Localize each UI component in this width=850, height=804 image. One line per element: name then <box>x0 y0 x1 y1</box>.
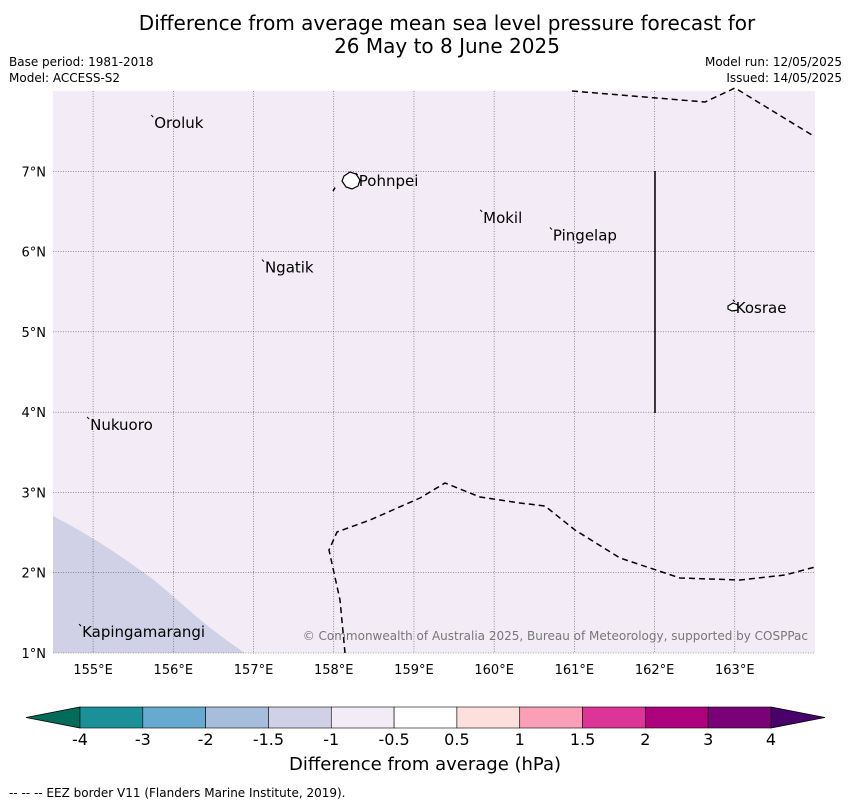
colorbar-label: Difference from average (hPa) <box>288 754 562 775</box>
place-label: Kapingamarangi <box>82 623 205 641</box>
lon-tick-label: 158°E <box>314 663 354 678</box>
pohnpei-island-outline <box>341 171 361 190</box>
colorbar-segment <box>205 706 269 729</box>
colorbar-tick-label: -1.5 <box>253 730 284 749</box>
colorbar-tick-label: 1.5 <box>570 730 595 749</box>
place-label: Oroluk <box>154 114 203 132</box>
pressure-anomaly-region-neg-1-5 <box>53 516 245 653</box>
place-label: Pohnpei <box>359 172 419 190</box>
place-marker <box>355 172 359 176</box>
map-title: Difference from average mean sea level p… <box>0 12 850 58</box>
place-marker <box>86 416 90 420</box>
map-panel: Oroluk Pohnpei Mokil Pingelap Ngatik Kosrae Nu… <box>22 87 816 678</box>
place-marker <box>78 623 82 627</box>
kosrae-island-outline <box>727 302 739 312</box>
model-name: Model: ACCESS-S2 <box>9 71 121 85</box>
place-label: Mokil <box>483 209 522 227</box>
map-background <box>53 91 815 653</box>
colorbar-segment <box>142 706 206 729</box>
colorbar-segment <box>393 706 458 729</box>
lat-tick-label: 2°N <box>22 567 47 582</box>
lon-tick-label: 157°E <box>234 663 274 678</box>
lat-tick-label: 3°N <box>22 486 47 501</box>
place-marker <box>549 227 553 230</box>
meta-left: Base period: 1981-2018 Model: ACCESS-S2 <box>9 54 154 86</box>
place-label: Pingelap <box>553 227 617 245</box>
place-label: Ngatik <box>265 259 314 277</box>
lon-tick-label: 161°E <box>555 663 595 678</box>
colorbar-segment <box>645 706 709 729</box>
colorbar-under-arrow <box>25 706 81 729</box>
model-run: Model run: 12/05/2025 <box>704 55 842 69</box>
meta-right: Model run: 12/05/2025 Issued: 14/05/2025 <box>705 54 842 86</box>
colorbar-tick-label: 2 <box>640 730 650 749</box>
lon-tick-label: 162°E <box>635 663 675 678</box>
colorbar: -4 -3 -2 -1.5 -1 -0.5 0.5 1 1.5 2 3 4 <box>25 706 826 749</box>
lon-tick-label: 155°E <box>73 663 113 678</box>
place-label: Nukuoro <box>90 416 153 434</box>
colorbar-segment <box>79 706 144 729</box>
colorbar-tick-label: -1 <box>323 730 339 749</box>
lon-tick-label: 160°E <box>474 663 514 678</box>
lon-tick-label: 156°E <box>154 663 194 678</box>
lat-tick-label: 1°N <box>22 647 47 662</box>
lat-tick-label: 4°N <box>22 406 47 421</box>
place-marker <box>732 299 736 303</box>
colorbar-tick-labels: -4 -3 -2 -1.5 -1 -0.5 0.5 1 1.5 2 3 4 <box>72 730 776 749</box>
graticule <box>53 91 815 654</box>
lon-tick-label: 159°E <box>394 663 434 678</box>
colorbar-segment <box>582 706 646 729</box>
colorbar-tick-label: -3 <box>135 730 151 749</box>
colorbar-segment <box>519 706 583 729</box>
colorbar-segment <box>707 706 772 729</box>
place-label: Kosrae <box>736 299 787 317</box>
colorbar-tick-label: 4 <box>766 730 776 749</box>
place-marker <box>150 114 154 118</box>
colorbar-tick-label: 0.5 <box>444 730 469 749</box>
issued-date: Issued: 14/05/2025 <box>726 71 842 85</box>
colorbar-tick-label: -4 <box>72 730 88 749</box>
lat-tick-label: 5°N <box>22 326 47 341</box>
place-marker <box>479 209 483 213</box>
colorbar-tick-label: -0.5 <box>378 730 409 749</box>
place-marker <box>261 259 265 262</box>
eez-border-pohnpei-fragment <box>332 185 337 192</box>
eez-border-south <box>328 482 816 654</box>
colorbar-segment <box>268 706 332 729</box>
lat-tick-label: 7°N <box>22 165 47 180</box>
colorbar-tick-label: 1 <box>515 730 525 749</box>
colorbar-tick-label: -2 <box>198 730 214 749</box>
eez-border-north <box>571 87 813 136</box>
place-labels: Oroluk Pohnpei Mokil Pingelap Ngatik Kosrae Nu… <box>78 114 787 641</box>
copyright-notice: © Commonwealth of Australia 2025, Bureau… <box>303 629 808 643</box>
colorbar-segment <box>330 706 395 729</box>
eez-legend-note: -- -- -- EEZ border V11 (Flanders Marine… <box>9 786 346 800</box>
colorbar-over-arrow <box>770 706 826 729</box>
axis-tick-labels: 155°E 156°E 157°E 158°E 159°E 160°E 161°E 162°E… <box>22 165 755 678</box>
lat-tick-label: 6°N <box>22 246 47 261</box>
map-title-line2: 26 May to 8 June 2025 <box>334 34 560 58</box>
colorbar-segments <box>25 706 826 729</box>
colorbar-tick-label: 3 <box>703 730 713 749</box>
base-period: Base period: 1981-2018 <box>9 55 154 69</box>
colorbar-segment <box>456 706 521 729</box>
lon-tick-label: 163°E <box>715 663 755 678</box>
map-title-line1: Difference from average mean sea level p… <box>138 11 756 35</box>
